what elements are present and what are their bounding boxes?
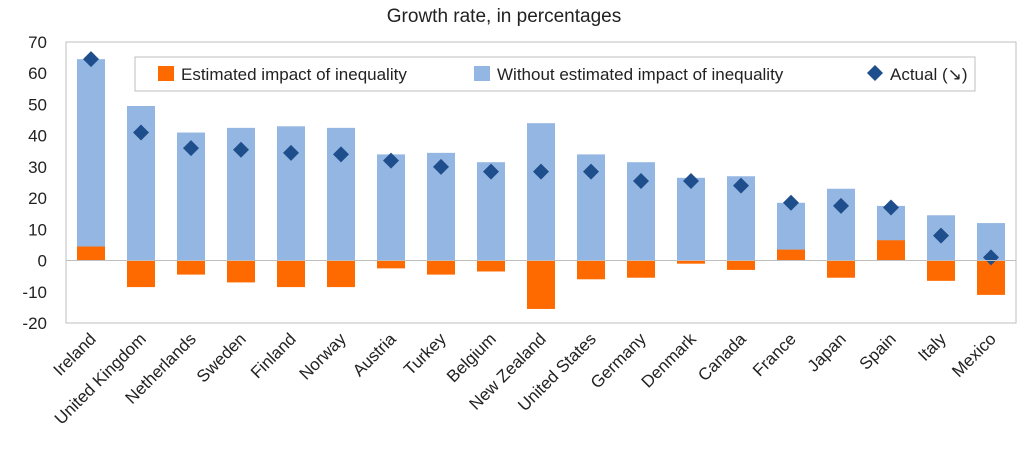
y-tick-label: 70 (28, 33, 47, 52)
bar-inequality-impact (177, 260, 205, 275)
plot-area (65, 41, 1017, 324)
x-category-label: France (749, 329, 800, 380)
actual-marker (233, 141, 249, 158)
bar-inequality-impact (627, 260, 655, 278)
bar-inequality-impact (227, 260, 255, 283)
bar-without-inequality (677, 177, 705, 261)
bar-without-inequality (377, 154, 405, 261)
bar-inequality-impact (77, 246, 105, 261)
legend-box (134, 56, 976, 92)
bar-without-inequality (527, 123, 555, 261)
actual-marker (83, 51, 99, 68)
x-category-label: Germany (587, 329, 650, 392)
bar-inequality-impact (377, 260, 405, 269)
y-tick-label: -10 (22, 283, 47, 302)
bar-inequality-impact (327, 260, 355, 288)
legend: Estimated impact of inequality Without e… (134, 56, 976, 92)
actual-marker (183, 140, 199, 157)
x-category-label: Canada (694, 329, 750, 385)
x-category-label: Japan (804, 329, 850, 375)
x-category-label: Norway (296, 329, 351, 384)
y-tick-label: -20 (22, 314, 47, 333)
x-category-label: United Kingdom (51, 329, 150, 428)
legend-swatch-inequality (158, 66, 174, 81)
bar-inequality-impact (127, 260, 155, 288)
bars (77, 59, 1005, 309)
bar-inequality-impact (427, 260, 455, 275)
actual-marker (783, 194, 799, 211)
actual-marker (533, 163, 549, 180)
y-tick-label: 0 (38, 252, 47, 271)
bar-inequality-impact (527, 260, 555, 309)
x-category-label: Denmark (638, 329, 701, 392)
legend-label-inequality: Estimated impact of inequality (181, 65, 407, 84)
bar-inequality-impact (477, 260, 505, 272)
actual-marker (933, 227, 949, 244)
bar-inequality-impact (727, 260, 755, 270)
actual-marker (983, 249, 999, 266)
bar-inequality-impact (827, 260, 855, 278)
legend-marker-actual (867, 65, 883, 81)
actual-marker (683, 172, 699, 189)
y-tick-label: 60 (28, 64, 47, 83)
bar-inequality-impact (277, 260, 305, 288)
bar-inequality-impact (877, 240, 905, 261)
legend-swatch-without (474, 66, 490, 81)
x-category-label: Sweden (193, 329, 250, 386)
actual-marker (583, 163, 599, 180)
x-category-label: Ireland (50, 329, 100, 379)
bar-inequality-impact (577, 260, 605, 280)
actual-marker (333, 146, 349, 163)
y-tick-label: 20 (28, 189, 47, 208)
x-category-label: Turkey (400, 329, 450, 379)
actual-marker (483, 163, 499, 180)
actual-marker (633, 172, 649, 189)
actual-marker (733, 177, 749, 194)
actual-marker (833, 197, 849, 214)
bar-without-inequality (77, 59, 105, 261)
x-category-label: Italy (914, 329, 950, 365)
y-tick-label: 30 (28, 158, 47, 177)
x-category-label: Austria (349, 329, 400, 380)
y-axis: 70 60 50 40 30 20 10 0 -10 -20 (22, 33, 47, 333)
bar-inequality-impact (977, 260, 1005, 295)
actual-marker (133, 124, 149, 141)
actual-marker (383, 152, 399, 169)
actual-marker (283, 144, 299, 161)
actual-markers (83, 51, 999, 266)
chart-title: Growth rate, in percentages (387, 6, 621, 27)
bar-inequality-impact (677, 260, 705, 264)
y-tick-label: 50 (28, 95, 47, 114)
actual-marker (433, 158, 449, 175)
x-category-label: Finland (247, 329, 300, 382)
actual-marker (883, 199, 899, 216)
legend-label-without: Without estimated impact of inequality (497, 65, 784, 84)
y-tick-label: 40 (28, 127, 47, 146)
y-tick-label: 10 (28, 220, 47, 239)
x-category-label: Spain (856, 329, 900, 373)
bar-inequality-impact (777, 249, 805, 261)
bar-inequality-impact (927, 260, 955, 281)
x-category-label: Mexico (948, 329, 1000, 381)
legend-label-actual: Actual (↘) (890, 65, 968, 84)
